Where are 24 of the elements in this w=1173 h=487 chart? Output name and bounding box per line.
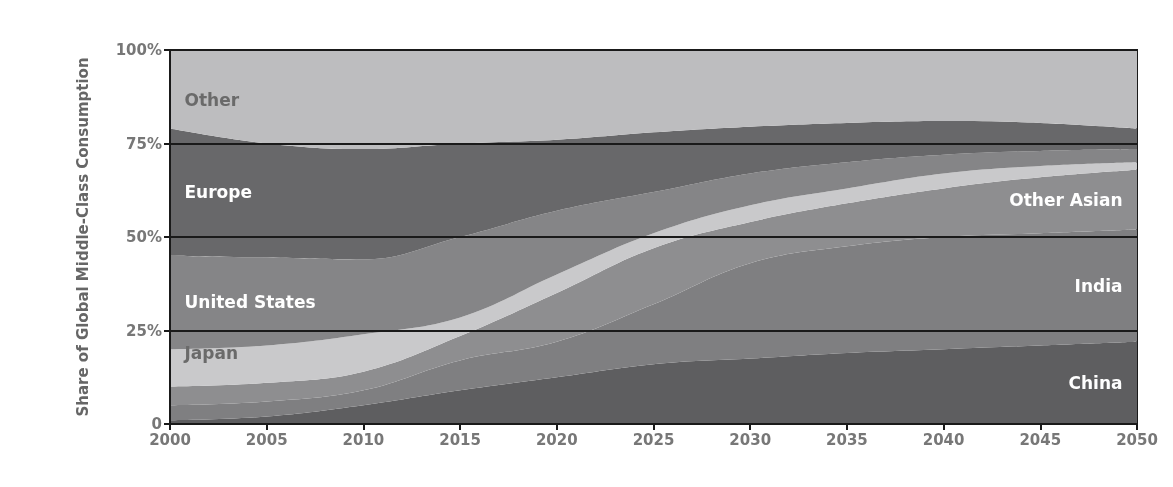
x-tick-label: 2050 (1116, 430, 1158, 449)
y-tick-label: 0 (151, 415, 162, 433)
x-tick-label: 2000 (149, 430, 191, 449)
x-tick-label: 2020 (535, 430, 578, 449)
x-tick-label: 2045 (1019, 430, 1062, 449)
x-tick-label: 2015 (439, 430, 481, 449)
series-label: Other Asian (1009, 189, 1123, 210)
series-label: China (1068, 372, 1123, 393)
y-tick-label: 50% (126, 228, 162, 246)
x-tick-label: 2005 (245, 430, 288, 449)
series-label: Europe (184, 182, 252, 203)
y-tick-label: 75% (126, 134, 162, 153)
series-label: India (1074, 275, 1123, 296)
x-tick-label: 2010 (342, 430, 385, 449)
x-tick-label: 2030 (729, 430, 772, 449)
x-tick-label: 2040 (922, 430, 965, 449)
series-label: United States (184, 292, 316, 313)
y-tick-label: 25% (126, 321, 162, 340)
series-label: Other (184, 89, 240, 110)
x-tick-label: 2035 (826, 430, 868, 449)
x-tick-label: 2025 (632, 430, 675, 449)
y-axis-title: Share of Global Middle-Class Consumption (73, 57, 92, 417)
series-label: Japan (183, 342, 239, 363)
y-tick-label: 100% (115, 41, 162, 59)
